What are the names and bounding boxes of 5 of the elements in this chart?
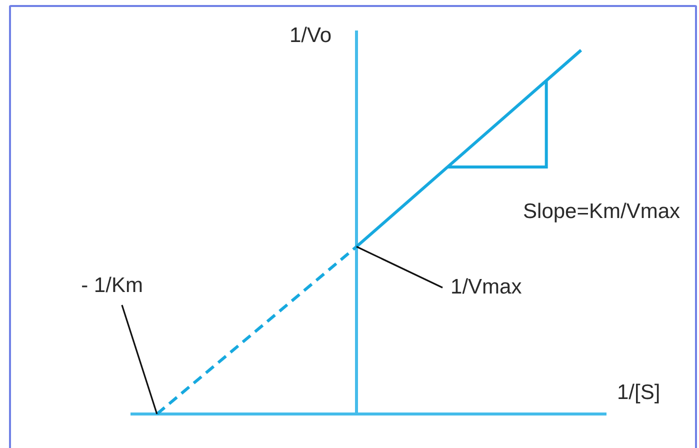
x-axis-title: 1/[S] [617,381,660,404]
annotation: - 1/Km [81,274,143,297]
annotation: Slope=Km/Vmax [523,200,681,223]
annotation: 1/Vmax [450,276,522,299]
y-axis-title: 1/Vo [289,24,332,47]
